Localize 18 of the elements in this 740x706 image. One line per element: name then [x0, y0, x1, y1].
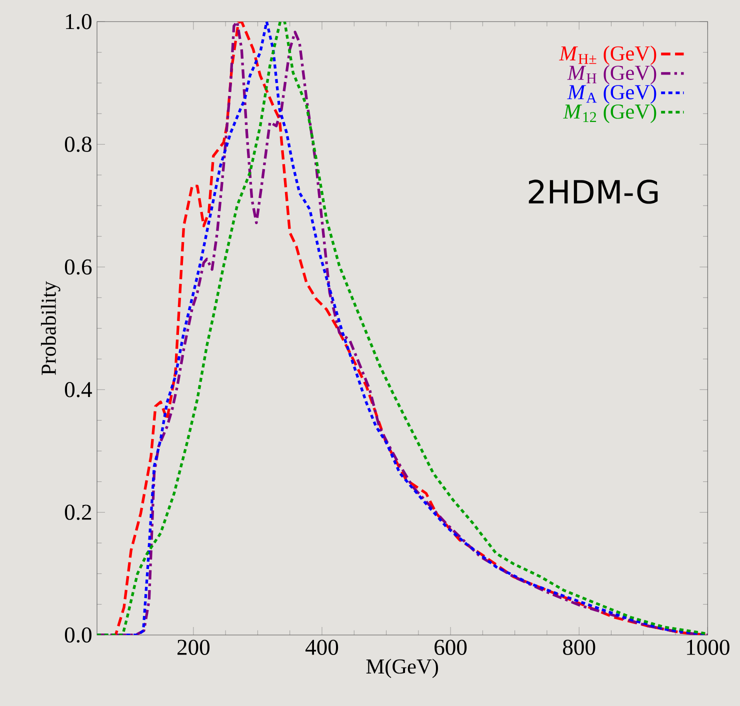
- legend-label: M$_{A}$ (GeV): [567, 84, 656, 104]
- legend-label: M$_{12}$ (GeV): [563, 104, 656, 124]
- y-tick-label: 0.0: [64, 627, 92, 643]
- y-tick-label: 0.2: [64, 504, 92, 520]
- x-tick-label: 400: [305, 640, 338, 655]
- x-tick-label: 600: [434, 640, 467, 655]
- x-tick-label: 1000: [687, 640, 730, 655]
- y-tick-label: 0.4: [64, 382, 92, 398]
- x-axis-title: M(GeV): [366, 658, 438, 678]
- y-axis-title: Probability: [40, 281, 60, 375]
- annotation: 2HDM-G: [528, 180, 658, 204]
- legend-label: M$_{H}$ (GeV): [567, 65, 656, 84]
- legend-label: M$_{H±}$ (GeV): [558, 46, 656, 65]
- y-tick-label: 0.6: [64, 259, 92, 275]
- x-tick-label: 200: [177, 640, 210, 655]
- x-tick-label: 800: [563, 640, 596, 655]
- y-tick-label: 0.8: [64, 136, 92, 152]
- y-tick-label: 1.0: [66, 14, 92, 30]
